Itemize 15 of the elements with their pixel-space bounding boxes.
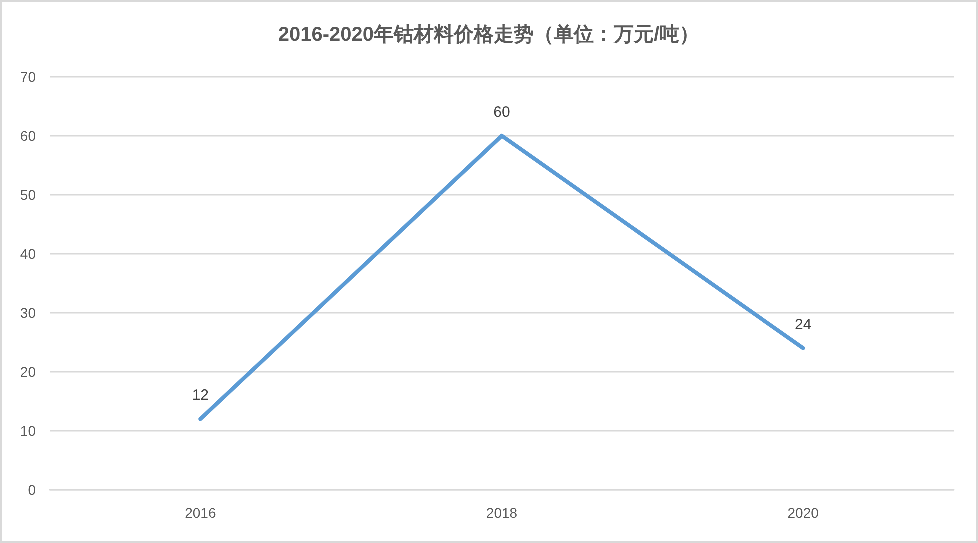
y-tick-label: 60 [20, 128, 36, 144]
x-tick-label: 2018 [486, 505, 518, 521]
chart-title: 2016-2020年钴材料价格走势（单位：万元/吨） [278, 23, 700, 46]
x-tick-label: 2016 [185, 505, 216, 521]
y-tick-label: 0 [28, 482, 36, 498]
y-tick-label: 20 [20, 364, 36, 380]
y-tick-label: 40 [20, 246, 36, 262]
data-label: 12 [192, 387, 210, 404]
y-tick-label: 50 [20, 187, 36, 203]
data-label: 60 [494, 104, 510, 121]
y-tick-label: 30 [20, 305, 36, 321]
data-label: 24 [794, 316, 812, 334]
y-tick-label: 10 [20, 423, 36, 439]
x-tick-label: 2020 [788, 505, 820, 521]
y-tick-label: 70 [20, 69, 36, 85]
